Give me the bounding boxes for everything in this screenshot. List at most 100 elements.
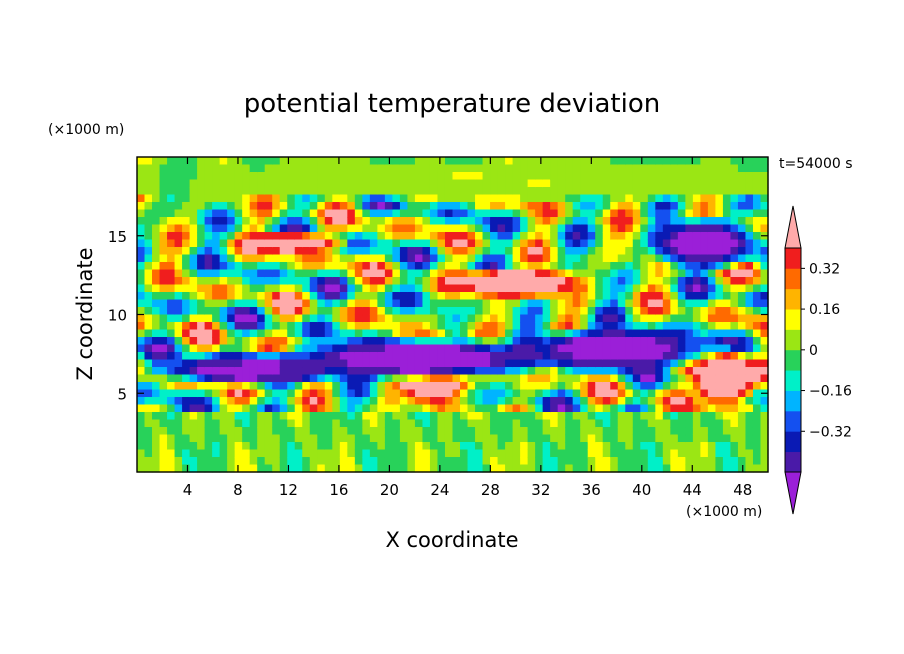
heatmap-cell [384, 202, 393, 211]
heatmap-cell [527, 337, 536, 346]
heatmap-cell [617, 344, 626, 353]
heatmap-cell [520, 352, 529, 361]
heatmap-cell [542, 359, 551, 368]
heatmap-cell [670, 292, 679, 301]
heatmap-cell [407, 157, 416, 166]
heatmap-cell [399, 172, 409, 181]
heatmap-cell [234, 457, 243, 466]
heatmap-cell [399, 434, 409, 443]
heatmap-cell [715, 389, 724, 398]
heatmap-cell [760, 329, 769, 338]
heatmap-cell [227, 382, 236, 391]
heatmap-cell [309, 374, 318, 383]
heatmap-cell [294, 179, 303, 188]
heatmap-cell [700, 314, 709, 323]
heatmap-cell [565, 329, 574, 338]
heatmap-cell [520, 344, 529, 353]
heatmap-cell [760, 374, 769, 383]
heatmap-cell [429, 224, 439, 233]
heatmap-cell [542, 464, 551, 473]
heatmap-cell [444, 412, 454, 421]
heatmap-cell [264, 307, 273, 316]
heatmap-cell [354, 464, 363, 473]
heatmap-cell [722, 389, 732, 398]
heatmap-cell [715, 209, 724, 218]
heatmap-cell [414, 277, 424, 286]
heatmap-cell [715, 427, 724, 436]
heatmap-cell [707, 449, 717, 458]
heatmap-cell [730, 419, 739, 428]
heatmap-cell [197, 217, 206, 226]
heatmap-cell [414, 194, 424, 203]
heatmap-cell [444, 374, 454, 383]
heatmap-cell [490, 239, 499, 248]
heatmap-cell [294, 344, 303, 353]
x-axis-title: X coordinate [385, 528, 518, 552]
heatmap-cell [362, 179, 371, 188]
heatmap-cell [279, 209, 288, 218]
heatmap-cell [212, 449, 221, 458]
heatmap-cell [377, 412, 386, 421]
heatmap-cell [182, 157, 191, 166]
heatmap-cell [722, 322, 732, 331]
heatmap-cell [257, 292, 266, 301]
heatmap-cell [512, 404, 521, 413]
heatmap-cell [197, 449, 206, 458]
heatmap-cell [475, 269, 484, 278]
heatmap-cell [497, 299, 506, 308]
heatmap-cell [257, 412, 266, 421]
heatmap-cell [234, 187, 243, 196]
heatmap-cell [399, 254, 409, 263]
heatmap-cell [174, 299, 183, 308]
heatmap-cell [610, 164, 619, 173]
heatmap-cell [257, 299, 266, 308]
heatmap-cell [152, 239, 161, 248]
heatmap-cell [354, 299, 363, 308]
heatmap-cell [242, 374, 251, 383]
heatmap-cell [444, 329, 454, 338]
heatmap-cell [730, 292, 739, 301]
heatmap-cell [429, 382, 439, 391]
heatmap-cell [647, 187, 656, 196]
heatmap-cell [249, 314, 258, 323]
heatmap-cell [452, 254, 461, 263]
heatmap-cell [677, 202, 686, 211]
heatmap-cell [505, 262, 514, 271]
heatmap-cell [152, 157, 161, 166]
heatmap-cell [332, 352, 341, 361]
heatmap-cell [212, 442, 221, 451]
heatmap-cell [339, 232, 348, 241]
heatmap-cell [212, 457, 221, 466]
colorbar-band [785, 349, 801, 371]
heatmap-cell [347, 314, 356, 323]
heatmap-cell [257, 269, 266, 278]
heatmap-cell [670, 202, 679, 211]
heatmap-cell [632, 427, 641, 436]
heatmap-cell [587, 172, 596, 181]
heatmap-cell [550, 367, 559, 376]
heatmap-cell [407, 172, 416, 181]
heatmap-cell [332, 247, 341, 256]
heatmap-cell [287, 217, 296, 226]
heatmap-cell [677, 412, 686, 421]
heatmap-cell [272, 269, 281, 278]
heatmap-cell [159, 292, 168, 301]
heatmap-cell [677, 442, 686, 451]
heatmap-cell [234, 299, 243, 308]
heatmap-cell [444, 434, 454, 443]
heatmap-cell [377, 224, 386, 233]
heatmap-cell [535, 382, 544, 391]
heatmap-cell [617, 209, 626, 218]
heatmap-cell [137, 314, 146, 323]
heatmap-cell [737, 187, 747, 196]
heatmap-cell [339, 397, 348, 406]
heatmap-cell [167, 382, 176, 391]
heatmap-cell [670, 232, 679, 241]
heatmap-cell [407, 344, 416, 353]
heatmap-cell [384, 389, 393, 398]
heatmap-cell [655, 307, 664, 316]
heatmap-cell [490, 427, 499, 436]
heatmap-cell [234, 314, 243, 323]
heatmap-cell [452, 419, 461, 428]
heatmap-cell [257, 374, 266, 383]
